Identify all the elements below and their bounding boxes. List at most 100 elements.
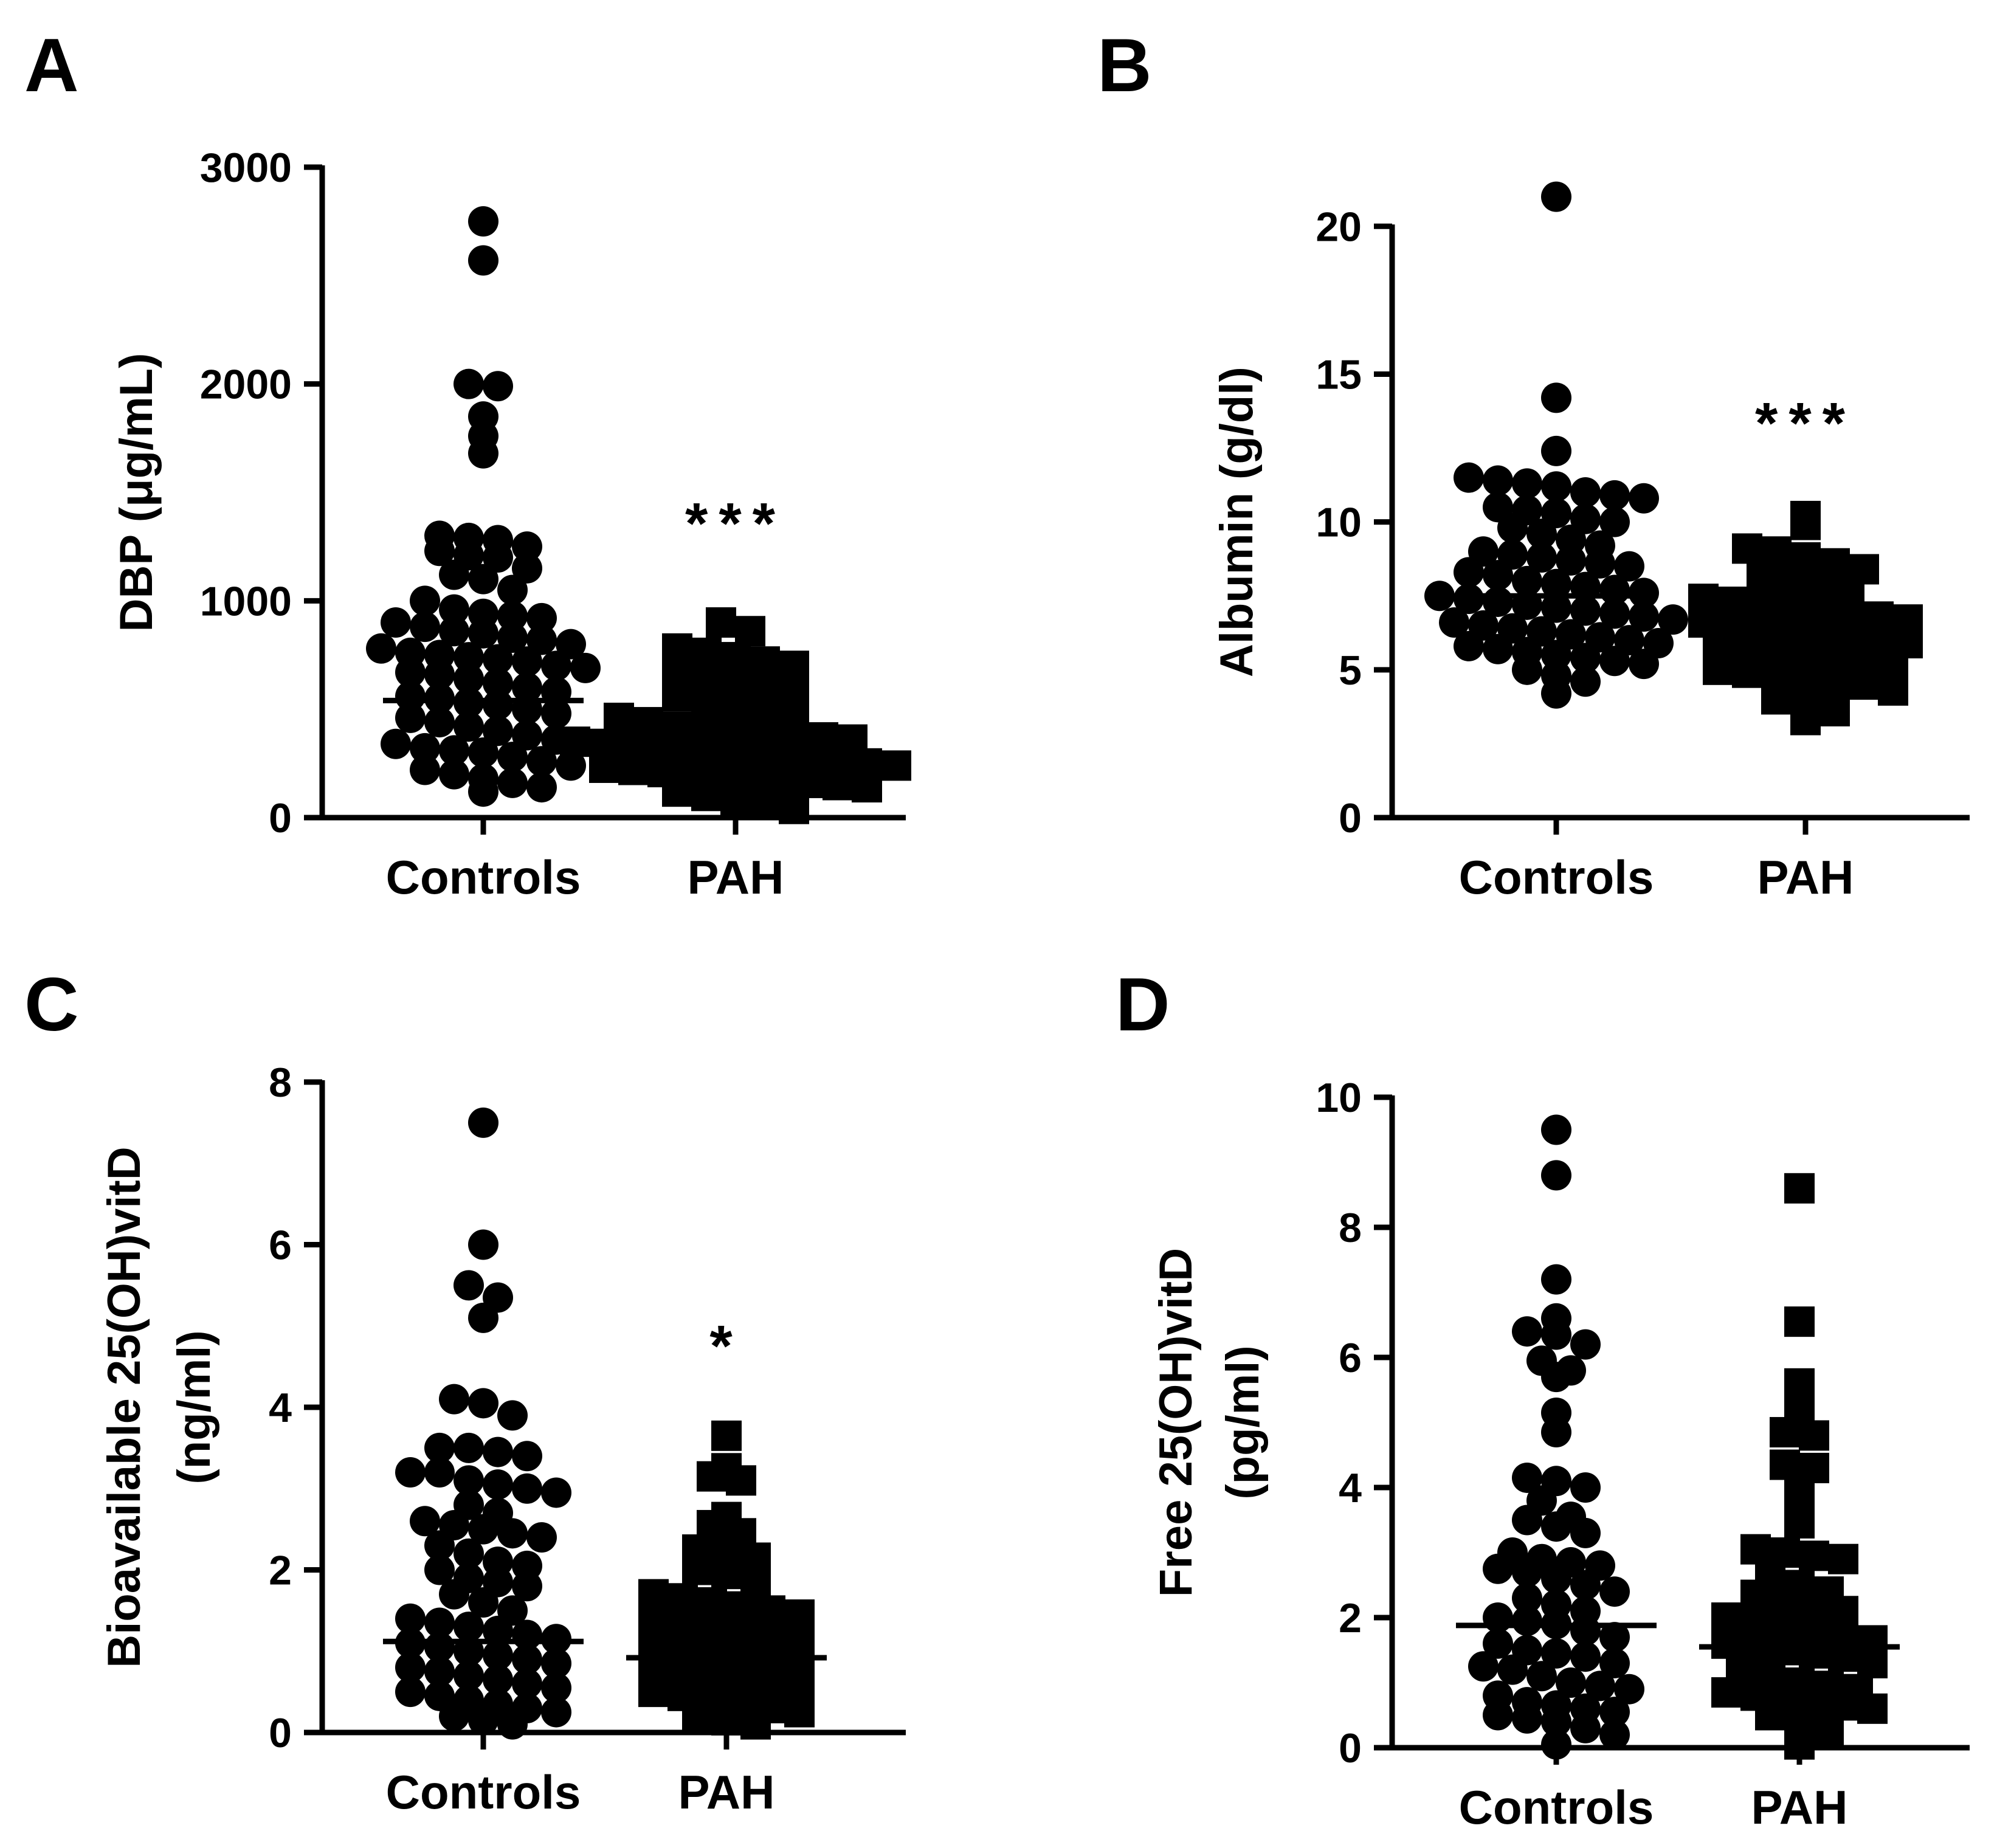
panel-a-point-controls xyxy=(497,622,528,653)
panel-a-point-controls xyxy=(512,553,542,584)
panel-c-point-controls xyxy=(512,1644,542,1675)
panel-d-point-controls xyxy=(1541,1511,1571,1542)
panel-b-point-controls xyxy=(1599,506,1630,537)
panel-d-point-pah xyxy=(1828,1596,1858,1627)
panel-b-ytick-label-3: 15 xyxy=(1316,351,1362,398)
panel-d-point-controls xyxy=(1570,1329,1601,1360)
panel-a-point-controls xyxy=(439,559,469,590)
panel-d-point-pah xyxy=(1770,1582,1800,1613)
panel-d-point-pah xyxy=(1799,1589,1829,1620)
panel-a-point-controls xyxy=(410,585,440,616)
panel-b-point-pah xyxy=(1790,663,1821,694)
panel-a-point-pah xyxy=(881,750,911,781)
panel-d-point-controls xyxy=(1585,1670,1615,1701)
panel-d-point-controls xyxy=(1541,1638,1571,1669)
panel-c-ytick-label-0: 0 xyxy=(269,1710,292,1756)
panel-a-point-controls xyxy=(512,720,542,751)
panel-letter-a: A xyxy=(24,24,79,108)
panel-b-point-pah xyxy=(1747,560,1777,591)
panel-d-point-controls xyxy=(1570,1615,1601,1646)
panel-d-point-pah xyxy=(1784,1508,1815,1539)
panel-a-point-pah xyxy=(618,754,649,785)
panel-b-significance-label: *** xyxy=(1755,391,1856,456)
panel-b-point-controls xyxy=(1541,678,1571,709)
panel-b-category-label-pah: PAH xyxy=(1757,850,1854,904)
panel-d-axes xyxy=(1374,1094,1970,1765)
panel-c-point-pah xyxy=(740,1709,771,1740)
panel-a-point-pah xyxy=(720,785,751,816)
panel-c-point-controls xyxy=(395,1652,426,1683)
panel-c-point-controls xyxy=(454,1465,484,1496)
panel-b-point-pah xyxy=(1761,684,1792,715)
panel-d-point-pah xyxy=(1857,1693,1888,1724)
panel-d-point-controls xyxy=(1541,1114,1571,1145)
panel-d-point-controls xyxy=(1483,1700,1513,1731)
panel-a-point-controls xyxy=(483,371,513,402)
panel-b-point-controls xyxy=(1454,584,1484,615)
panel-d-ytick-label-1: 2 xyxy=(1339,1595,1362,1641)
panel-d-point-pah xyxy=(1711,1628,1742,1659)
panel-c-point-controls xyxy=(497,1709,528,1740)
panel-d-point-pah xyxy=(1770,1635,1800,1666)
panel-d-point-pah xyxy=(1813,1716,1844,1747)
panel-a-point-controls xyxy=(410,754,440,785)
panel-a-point-controls xyxy=(424,659,455,690)
panel-b-point-controls xyxy=(1585,548,1615,579)
panel-b-point-controls xyxy=(1541,181,1571,212)
panel-a-point-pah xyxy=(706,607,736,638)
panel-b-point-controls xyxy=(1570,595,1601,626)
panel-a-point-pah xyxy=(793,767,824,798)
panel-a-point-controls xyxy=(454,663,484,694)
panel-b-point-controls xyxy=(1541,592,1571,623)
panel-a-point-controls xyxy=(526,746,557,777)
panel-a-point-controls xyxy=(512,531,542,562)
panel-d-point-pah xyxy=(1828,1690,1858,1721)
panel-a-point-controls xyxy=(439,759,469,790)
panel-d-point-pah xyxy=(1799,1420,1829,1451)
panel-a-category-label-controls: Controls xyxy=(386,850,581,904)
panel-c-point-controls xyxy=(541,1648,571,1679)
panel-d-point-pah xyxy=(1828,1543,1858,1574)
panel-a-point-controls xyxy=(468,776,498,807)
panel-d-point-controls xyxy=(1599,1697,1630,1728)
panel-c-point-pah xyxy=(711,1420,742,1451)
panel-a-point-controls xyxy=(410,612,440,643)
panel-d-point-controls xyxy=(1468,1651,1499,1682)
panel-b-point-controls xyxy=(1556,545,1586,576)
panel-a-point-controls xyxy=(556,629,586,660)
panel-c-point-controls xyxy=(468,1587,498,1618)
panel-d-point-pah xyxy=(1784,1306,1815,1337)
panel-b-point-controls xyxy=(1629,601,1659,632)
panel-d-point-controls xyxy=(1497,1654,1528,1685)
panel-b-point-controls xyxy=(1483,633,1513,664)
panel-d-ytick-label-5: 10 xyxy=(1316,1075,1362,1121)
panel-a-ytick-label-3: 3000 xyxy=(200,145,292,191)
panel-d-point-controls xyxy=(1541,1362,1571,1393)
panel-c-point-controls xyxy=(468,1229,498,1260)
panel-d-point-controls xyxy=(1599,1622,1630,1653)
panel-c: C 0 2 4 6 8 Controls PAH Bioavailable 25… xyxy=(24,963,906,1819)
panel-a-y-axis-title: DBP (μg/mL) xyxy=(111,353,162,632)
panel-letter-c: C xyxy=(24,963,79,1047)
panel-c-point-controls xyxy=(483,1639,513,1670)
panel-b-point-pah xyxy=(1790,705,1821,736)
panel-c-point-pah xyxy=(726,1465,756,1496)
panel-c-point-pah xyxy=(697,1461,727,1492)
panel-b-ytick-label-1: 5 xyxy=(1339,647,1362,694)
panel-a-point-controls xyxy=(468,438,498,469)
panel-b-y-axis-title: Albumin (g/dl) xyxy=(1211,367,1263,677)
panel-a-point-controls xyxy=(468,618,498,649)
panel-letter-b: B xyxy=(1097,24,1152,108)
panel-a-point-controls xyxy=(541,698,571,729)
panel-c-point-pah xyxy=(682,1554,712,1585)
panel-c-point-controls xyxy=(395,1457,426,1488)
panel-d-y-axis-units: (pg/ml) xyxy=(1217,1345,1269,1499)
panel-d: D 0 2 4 6 8 10 Controls PAH Free 25(OH)v… xyxy=(1116,963,1970,1834)
panel-d-point-controls xyxy=(1599,1719,1630,1750)
panel-c-category-label-pah: PAH xyxy=(678,1765,775,1819)
panel-b-point-controls xyxy=(1424,581,1455,612)
panel-c-point-pah xyxy=(711,1705,742,1736)
panel-b-point-controls xyxy=(1599,646,1630,677)
panel-c-point-pah xyxy=(682,1701,712,1732)
